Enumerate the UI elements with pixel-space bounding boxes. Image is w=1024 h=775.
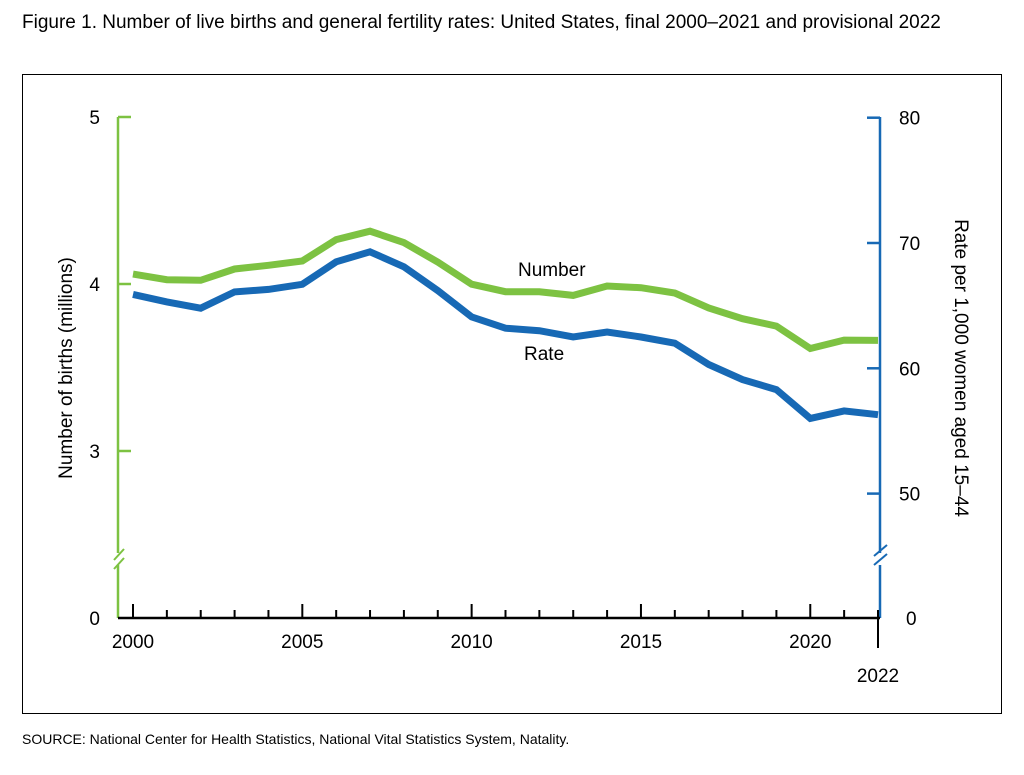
series-label-rate: Rate bbox=[524, 344, 564, 365]
chart-frame bbox=[22, 74, 1002, 714]
left-axis-break bbox=[113, 548, 125, 561]
source-note: SOURCE: National Center for Health Stati… bbox=[22, 731, 570, 747]
series-label-number: Number bbox=[518, 260, 586, 281]
left-axis-tick-label: 3 bbox=[89, 442, 100, 463]
right-axis-break bbox=[873, 544, 888, 557]
figure-title: Figure 1. Number of live births and gene… bbox=[22, 12, 941, 33]
x-axis-tick-label: 2020 bbox=[789, 632, 831, 653]
right-axis-tick-label: 60 bbox=[899, 359, 920, 380]
left-axis-tick-label: 5 bbox=[89, 108, 100, 129]
left-axis-tick-label: 4 bbox=[89, 275, 100, 296]
x-axis-tick-label: 2010 bbox=[450, 632, 492, 653]
series-line-rate bbox=[132, 248, 879, 423]
left-axis-tick-label: 0 bbox=[89, 609, 100, 630]
right-axis-tick-label: 80 bbox=[899, 109, 920, 130]
right-axis-tick-label: 70 bbox=[899, 234, 920, 255]
right-axis-break bbox=[873, 553, 888, 566]
right-axis-tick-label: 50 bbox=[899, 485, 920, 506]
x-axis-tick-label: 2015 bbox=[620, 632, 662, 653]
right-axis-tick-label: 0 bbox=[906, 609, 917, 630]
right-axis-label: Rate per 1,000 women aged 15–44 bbox=[950, 219, 971, 517]
left-axis-label: Number of births (millions) bbox=[56, 257, 77, 479]
left-axis-break bbox=[113, 557, 125, 570]
x-axis-tick-label: 2000 bbox=[112, 632, 154, 653]
x-axis-tick-label: 2005 bbox=[281, 632, 323, 653]
x-axis-tick-label: 2022 bbox=[857, 666, 899, 687]
